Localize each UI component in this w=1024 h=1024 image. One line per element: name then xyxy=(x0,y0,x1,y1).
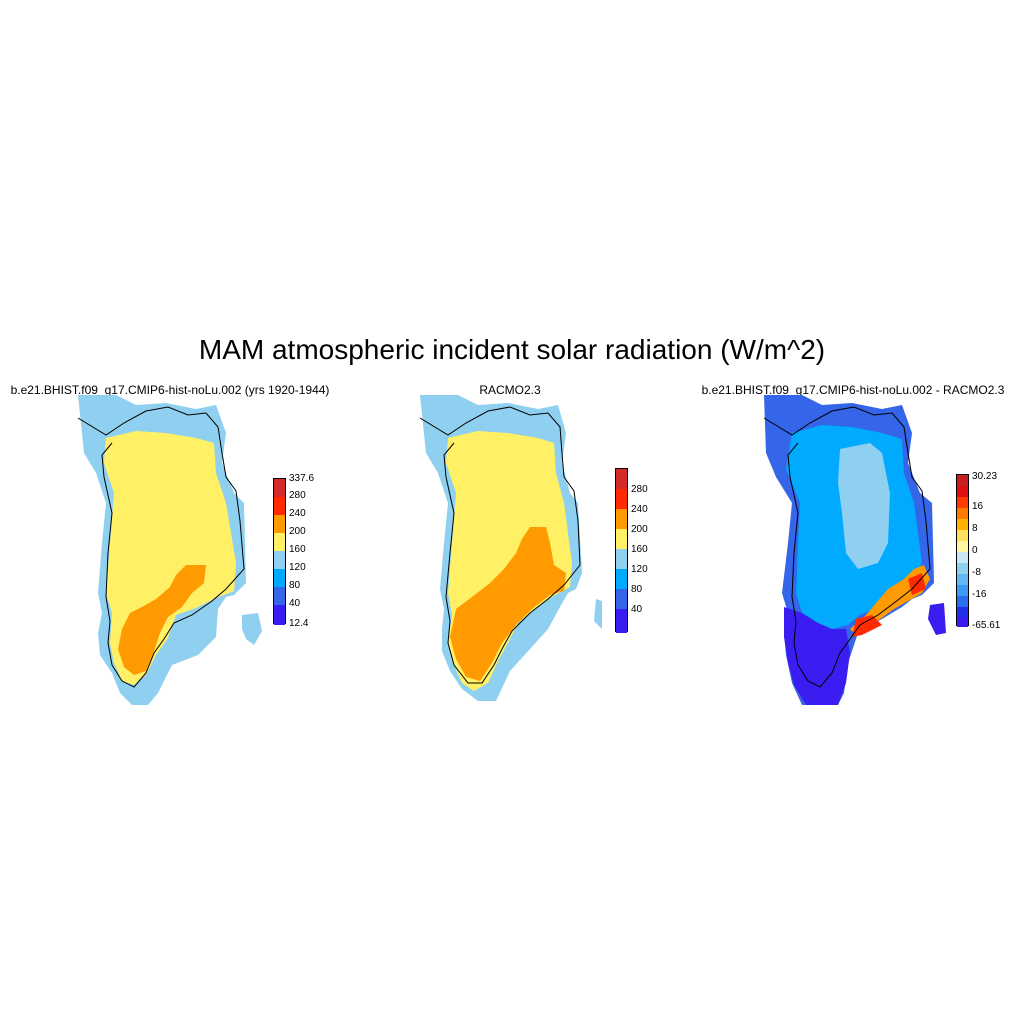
colorbar-label: 8 xyxy=(972,523,978,534)
colorbar-label: 12.4 xyxy=(289,618,309,629)
coastline xyxy=(763,406,931,688)
colorbar-label: 337.6 xyxy=(289,473,315,484)
colorbar-label: 240 xyxy=(289,508,306,519)
colorbar-label: 30.23 xyxy=(972,471,998,482)
colorbar-label: -65.61 xyxy=(972,620,1001,631)
light-positive-zone xyxy=(838,443,890,569)
map-panel-1 xyxy=(77,395,262,705)
strong-positive-coast xyxy=(852,615,882,637)
colorbar-panel-3-box xyxy=(956,474,969,627)
coastline xyxy=(77,406,245,688)
colorbar-label: 280 xyxy=(289,490,306,501)
colorbar-panel-2-box xyxy=(615,468,628,633)
panel-1-title: b.e21.BHIST.f09_g17.CMIP6-hist-noLu.002 … xyxy=(10,383,330,397)
map-panel-3 xyxy=(763,395,946,705)
coastal-island xyxy=(242,613,262,645)
coastline xyxy=(419,406,581,684)
high-insolation-zone xyxy=(118,565,206,675)
colorbar-panel-1-box xyxy=(273,478,286,625)
colorbar-label: 40 xyxy=(631,604,643,615)
colorbar-label: 40 xyxy=(289,598,301,609)
colorbar-label: 200 xyxy=(631,524,648,535)
colorbar-label: 120 xyxy=(631,564,648,575)
colorbar-label: -8 xyxy=(972,567,981,578)
coastal-island xyxy=(928,603,946,635)
colorbar-label: 160 xyxy=(289,544,306,555)
colorbar-label: 0 xyxy=(972,545,978,556)
colorbar-label: 240 xyxy=(631,504,648,515)
panel-2-title: RACMO2.3 xyxy=(479,383,541,397)
high-insolation-zone xyxy=(450,527,566,681)
colorbar-label: 80 xyxy=(289,580,301,591)
strong-negative-south xyxy=(784,607,850,705)
figure-title: MAM atmospheric incident solar radiation… xyxy=(198,334,826,365)
colorbar-label: 280 xyxy=(631,484,648,495)
colorbar-label: 16 xyxy=(972,501,984,512)
colorbar-label: 160 xyxy=(631,544,648,555)
panel-3-title: b.e21.BHIST.f09_g17.CMIP6-hist-noLu.002 … xyxy=(701,383,1005,397)
colorbar-label: 200 xyxy=(289,526,306,537)
coastal-island xyxy=(594,599,602,629)
map-panel-2 xyxy=(419,395,602,701)
colorbar-label: 120 xyxy=(289,562,306,573)
colorbar-label: -16 xyxy=(972,589,987,600)
colorbar-label: 80 xyxy=(631,584,643,595)
